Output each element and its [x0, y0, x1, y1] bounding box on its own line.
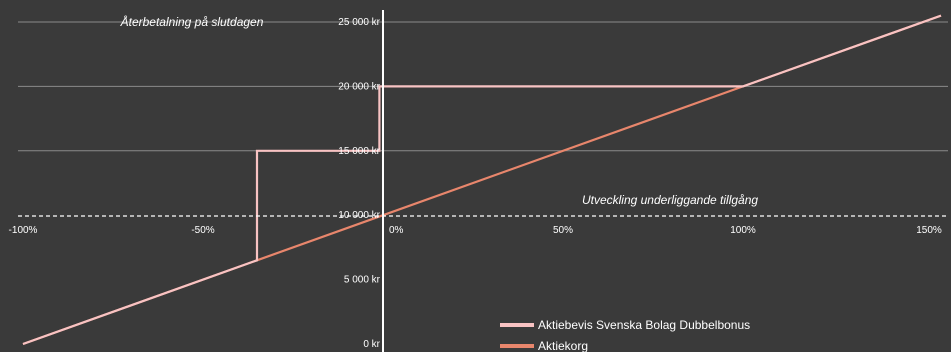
legend: Aktiebevis Svenska Bolag Dubbelbonus Akt… [500, 318, 750, 352]
x-tick-label: 0% [389, 225, 404, 236]
legend-swatch-aktiebevis [500, 323, 534, 327]
x-tick-labels: -100% -50% 0% 50% 100% 150% [9, 225, 942, 236]
series-lines [22, 14, 942, 346]
x-tick-label: 100% [730, 225, 756, 236]
x-tick-label: 50% [553, 225, 573, 236]
y-tick-label: 15 000 kr [338, 146, 380, 157]
chart-title: Återbetalning på slutdagen [120, 14, 264, 29]
legend-label-aktiebevis: Aktiebevis Svenska Bolag Dubbelbonus [538, 318, 750, 332]
y-tick-label: 25 000 kr [338, 17, 380, 28]
x-tick-label: -50% [191, 225, 214, 236]
y-tick-label: 20 000 kr [338, 81, 380, 92]
x-axis-label: Utveckling underliggande tillgång [582, 193, 758, 207]
axes [18, 10, 948, 352]
y-tick-label: 5 000 kr [344, 275, 381, 286]
series-line-aktiebevis [22, 14, 942, 346]
x-tick-label: 150% [916, 225, 942, 236]
legend-swatch-aktiekorg [500, 344, 534, 348]
legend-label-aktiekorg: Aktiekorg [538, 339, 588, 352]
y-tick-label: 0 kr [363, 339, 380, 350]
y-tick-labels: 0 kr 5 000 kr 10 000 kr 15 000 kr 20 000 kr 2… [338, 17, 380, 350]
x-tick-label: -100% [9, 225, 38, 236]
y-tick-label: 10 000 kr [338, 210, 380, 221]
